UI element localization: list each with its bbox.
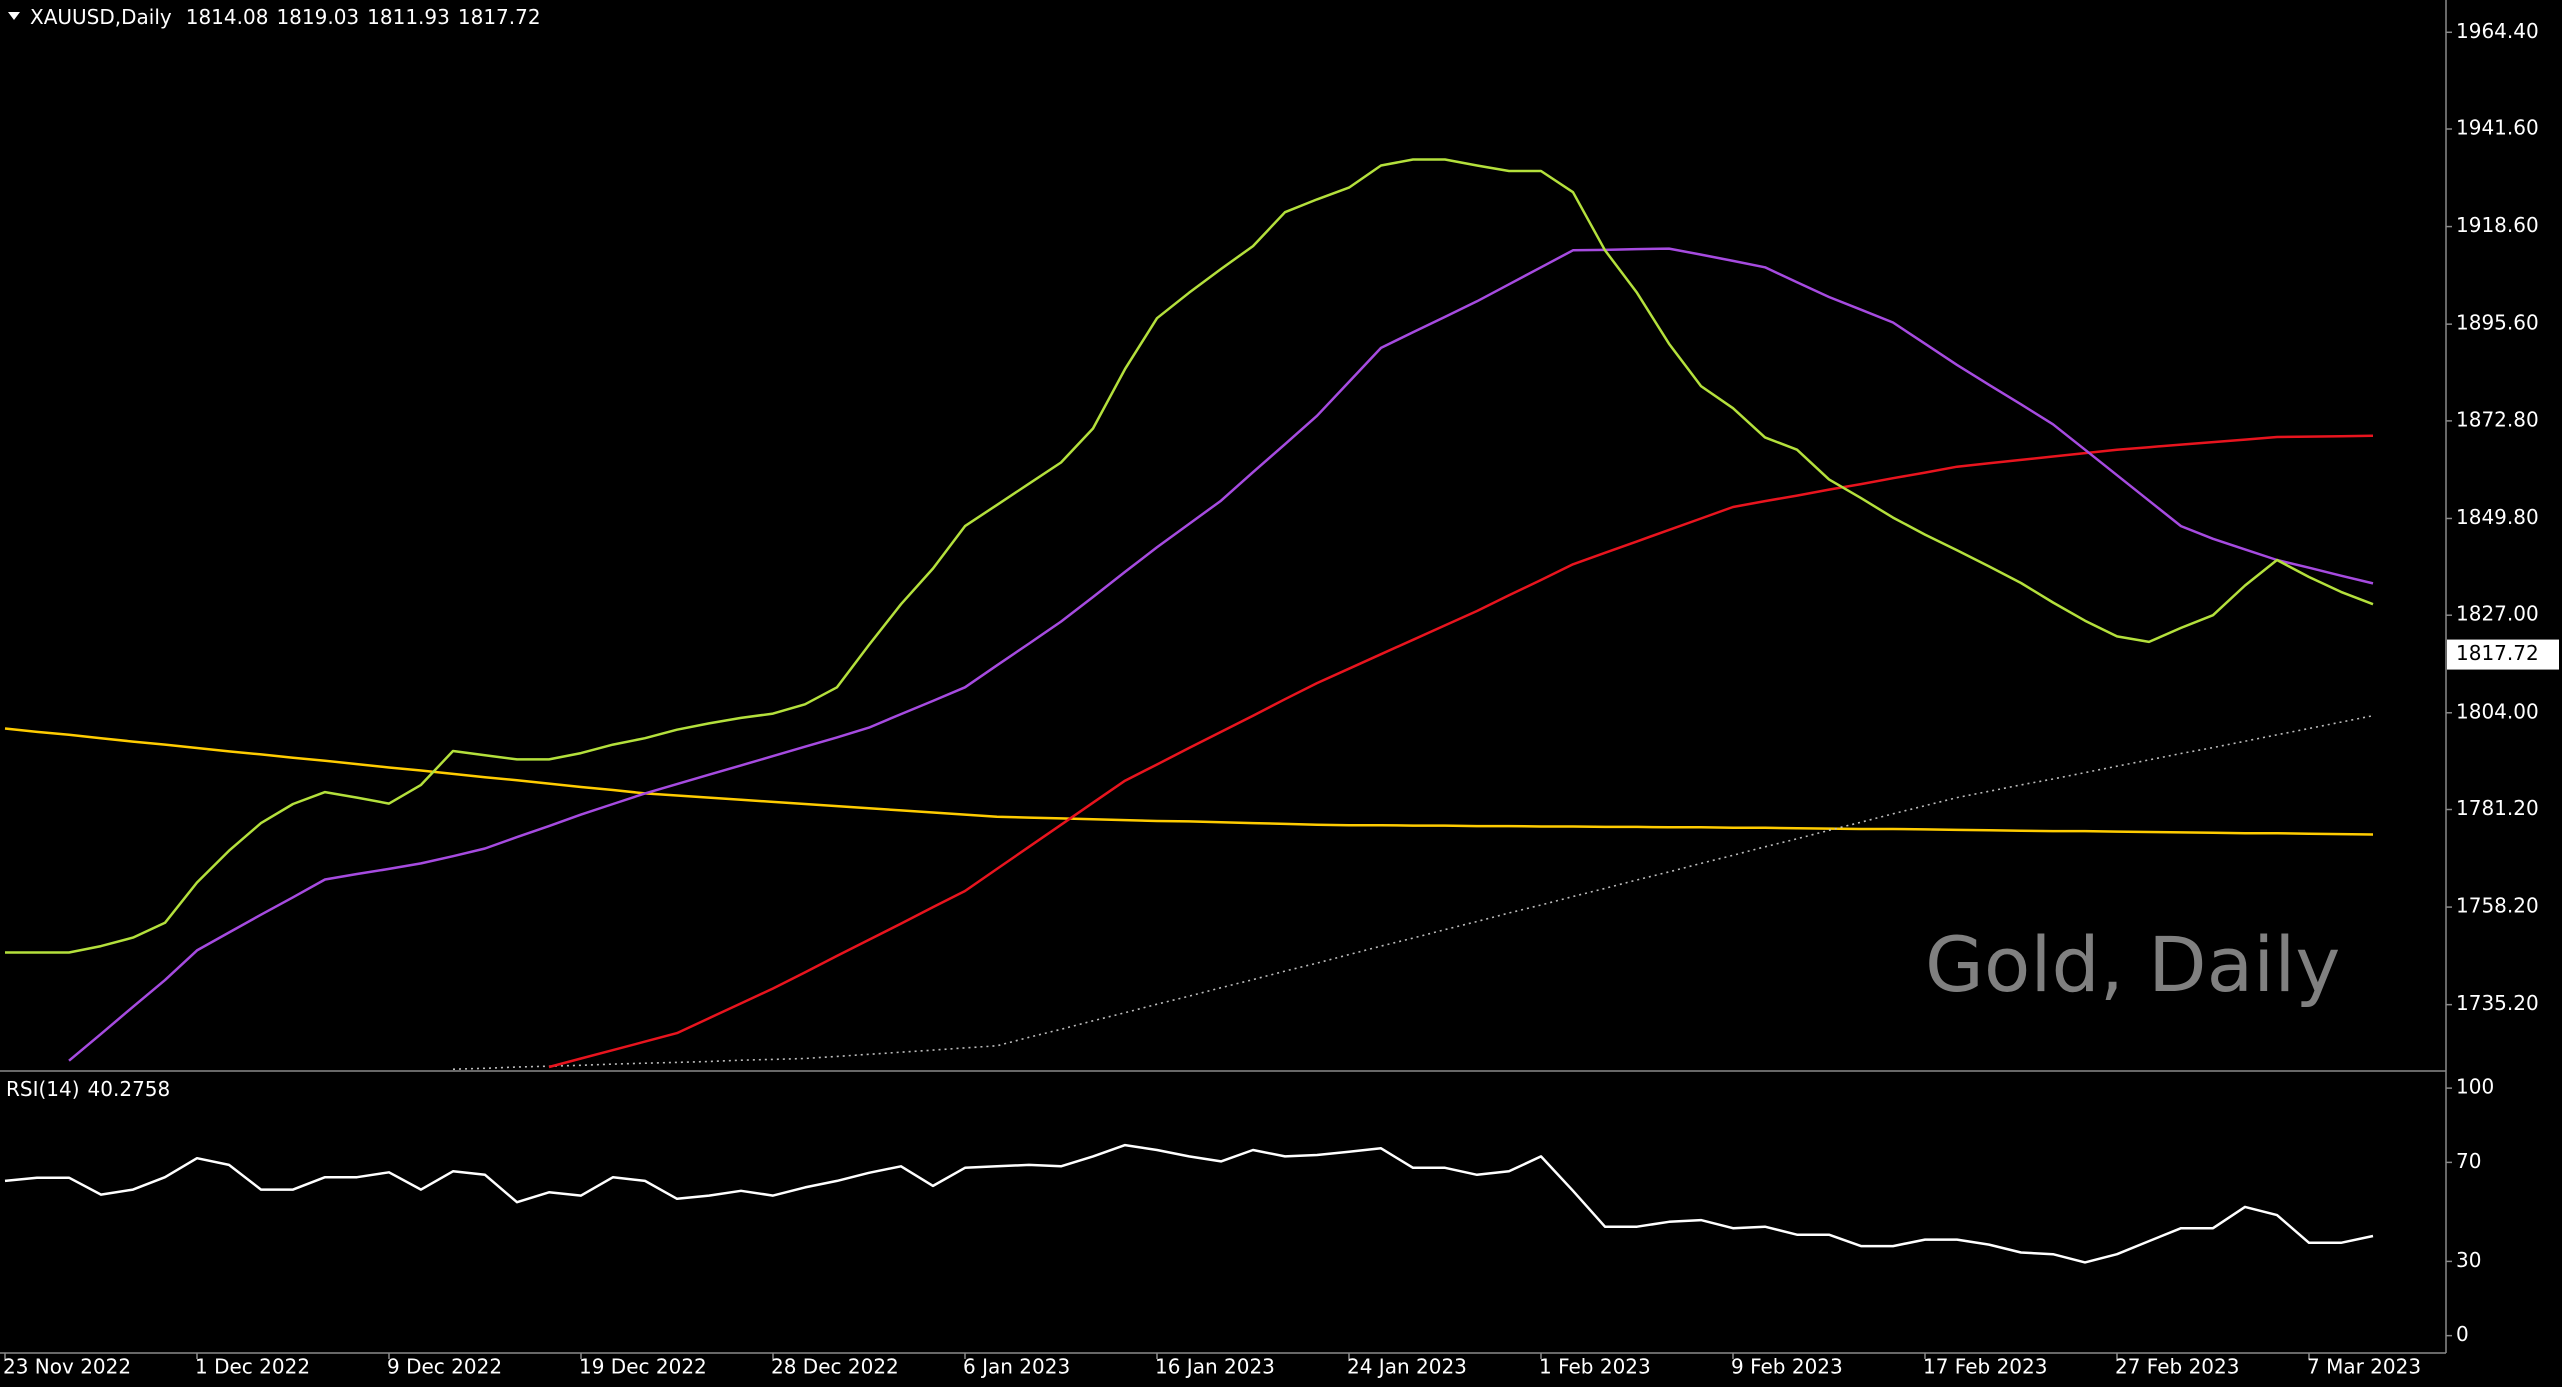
last-low: 1811.93 xyxy=(367,5,450,29)
y-tick-label: 1849.80 xyxy=(2456,505,2539,529)
y-tick-label: 70 xyxy=(2456,1149,2481,1173)
x-tick-label: 16 Jan 2023 xyxy=(1155,1355,1275,1379)
line-layer xyxy=(4,158,2374,1264)
rsi-last-value: 40.2758 xyxy=(88,1077,171,1101)
indicator-line xyxy=(68,247,2374,1062)
chart-header: XAUUSD,Daily 1814.08 1819.03 1811.93 1817.72 xyxy=(30,5,541,29)
x-tick-label: 1 Feb 2023 xyxy=(1539,1355,1651,1379)
rsi-title: RSI(14) xyxy=(6,1077,80,1101)
y-tick-label: 1895.60 xyxy=(2456,311,2539,335)
last-high: 1819.03 xyxy=(276,5,359,29)
x-tick-label: 24 Jan 2023 xyxy=(1347,1355,1467,1379)
y-tick-label: 100 xyxy=(2456,1075,2494,1099)
indicator-line xyxy=(4,727,2374,836)
y-tick-label: 1735.20 xyxy=(2456,991,2539,1015)
collapse-icon[interactable] xyxy=(8,12,20,20)
rsi-header: RSI(14) 40.2758 xyxy=(6,1077,170,1101)
x-tick-label: 17 Feb 2023 xyxy=(1923,1355,2047,1379)
x-tick-label: 6 Jan 2023 xyxy=(963,1355,1070,1379)
x-tick-label: 27 Feb 2023 xyxy=(2115,1355,2239,1379)
symbol-title: XAUUSD,Daily xyxy=(30,5,172,29)
x-tick-label: 19 Dec 2022 xyxy=(579,1355,707,1379)
y-tick-label: 1827.00 xyxy=(2456,602,2539,626)
y-tick-label: 30 xyxy=(2456,1248,2481,1272)
x-tick-label: 9 Dec 2022 xyxy=(387,1355,502,1379)
last-open: 1814.08 xyxy=(186,5,269,29)
x-tick-label: 28 Dec 2022 xyxy=(771,1355,899,1379)
y-tick-label: 1804.00 xyxy=(2456,699,2539,723)
last-close: 1817.72 xyxy=(458,5,541,29)
y-tick-label: 1758.20 xyxy=(2456,894,2539,918)
watermark: Gold, Daily xyxy=(1925,920,2340,1009)
indicator-line xyxy=(4,1143,2374,1264)
current-price-box xyxy=(2447,639,2559,670)
current-price-label: 1817.72 xyxy=(2456,641,2539,665)
indicator-line xyxy=(452,714,2374,1070)
y-tick-label: 0 xyxy=(2456,1322,2469,1346)
x-tick-label: 9 Feb 2023 xyxy=(1731,1355,1843,1379)
y-tick-label: 1964.40 xyxy=(2456,19,2539,43)
y-tick-label: 1872.80 xyxy=(2456,407,2539,431)
x-tick-label: 1 Dec 2022 xyxy=(195,1355,310,1379)
y-tick-label: 1781.20 xyxy=(2456,796,2539,820)
y-tick-label: 1941.60 xyxy=(2456,116,2539,140)
x-tick-label: 23 Nov 2022 xyxy=(3,1355,131,1379)
x-tick-label: 7 Mar 2023 xyxy=(2307,1355,2421,1379)
indicator-line xyxy=(5,158,2374,954)
indicator-line xyxy=(548,434,2374,1069)
y-tick-label: 1918.60 xyxy=(2456,213,2539,237)
